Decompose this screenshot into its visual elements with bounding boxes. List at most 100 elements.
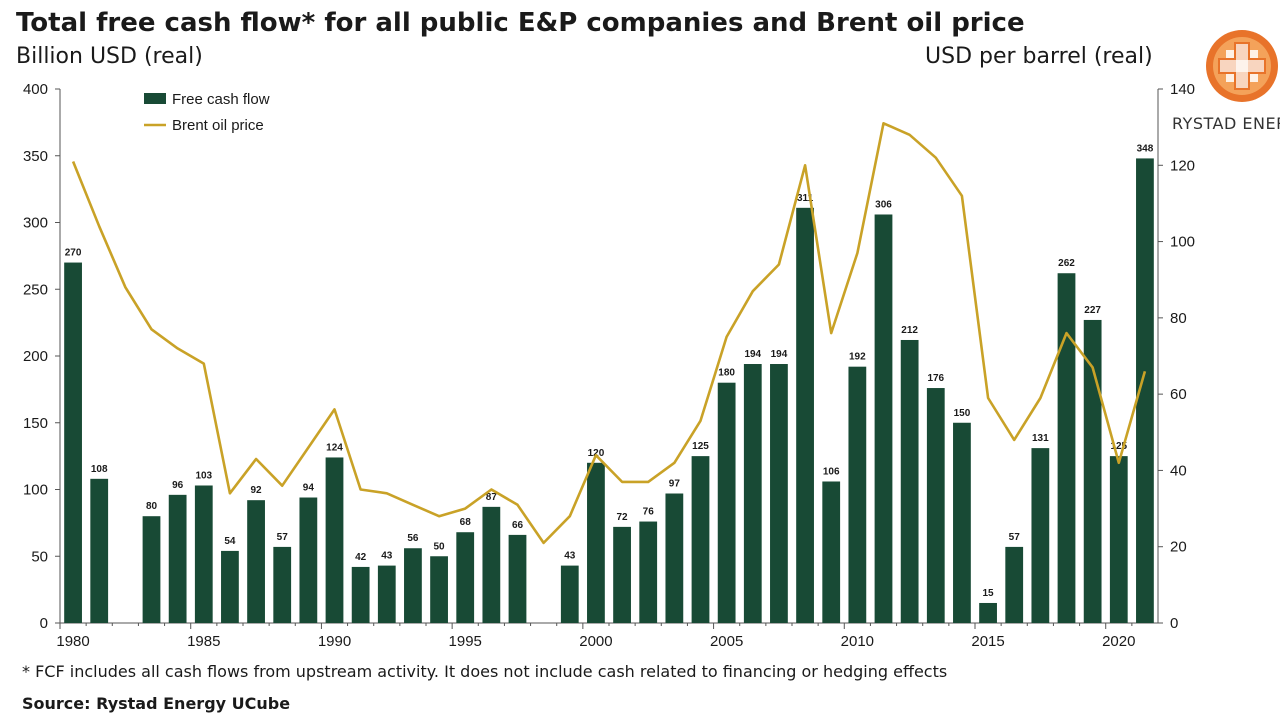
fcf-data-label: 180: [718, 368, 735, 379]
fcf-bar: [404, 548, 422, 623]
fcf-bar: [979, 602, 997, 623]
fcf-data-label: 108: [91, 464, 108, 475]
right-axis-unit: USD per barrel (real): [925, 44, 1153, 69]
x-tick-label: 1995: [449, 633, 482, 650]
fcf-data-label: 194: [744, 349, 761, 360]
fcf-bar: [796, 207, 814, 623]
fcf-data-label: 43: [381, 551, 393, 562]
right-y-tick-label: 120: [1170, 157, 1195, 174]
fcf-bar: [1083, 319, 1102, 623]
fcf-bar: [482, 506, 501, 623]
fcf-bar: [64, 262, 82, 623]
legend-label-brent: Brent oil price: [172, 117, 264, 134]
fcf-data-label: 57: [277, 532, 289, 543]
fcf-bar: [717, 382, 736, 623]
x-tick-label: 2005: [710, 633, 743, 650]
right-y-tick-label: 140: [1170, 81, 1195, 98]
fcf-data-label: 120: [588, 448, 605, 459]
fcf-bar: [273, 546, 292, 623]
fcf-data-label: 311: [797, 193, 814, 204]
fcf-data-label: 106: [823, 466, 840, 477]
fcf-data-label: 125: [692, 441, 709, 452]
fcf-data-label: 57: [1009, 532, 1021, 543]
fcf-bar: [900, 339, 919, 623]
fcf-bar: [953, 422, 971, 623]
fcf-data-label: 43: [564, 551, 576, 562]
fcf-bar: [456, 532, 475, 623]
fcf-bar: [874, 214, 893, 624]
left-y-tick-label: 50: [31, 548, 48, 565]
fcf-bar: [691, 456, 710, 623]
fcf-data-label: 76: [643, 507, 655, 518]
right-y-tick-label: 20: [1170, 539, 1187, 556]
fcf-data-label: 54: [224, 536, 236, 547]
right-y-tick-label: 80: [1170, 310, 1187, 327]
source-note: Source: Rystad Energy UCube: [22, 694, 291, 713]
fcf-bar: [194, 485, 213, 623]
fcf-data-label: 348: [1137, 143, 1154, 154]
fcf-data-label: 176: [927, 373, 944, 384]
left-axis-unit: Billion USD (real): [16, 44, 203, 69]
fcf-data-label: 306: [875, 199, 892, 210]
fcf-data-label: 227: [1084, 305, 1101, 316]
left-y-tick-label: 250: [23, 281, 48, 298]
fcf-bar: [926, 388, 945, 623]
fcf-bar: [299, 497, 318, 623]
x-tick-label: 2010: [841, 633, 874, 650]
fcf-data-label: 131: [1032, 433, 1049, 444]
fcf-bar: [325, 457, 344, 623]
fcf-data-label: 87: [486, 492, 498, 503]
fcf-bar: [848, 366, 867, 623]
fcf-data-label: 56: [407, 533, 419, 544]
fcf-bar: [1136, 158, 1154, 624]
fcf-bar: [508, 534, 527, 623]
right-y-tick-label: 100: [1170, 234, 1195, 251]
fcf-bar: [639, 521, 658, 623]
right-y-tick-label: 40: [1170, 462, 1187, 479]
left-y-tick-label: 200: [23, 348, 48, 365]
fcf-bar: [560, 565, 579, 623]
fcf-bar: [1005, 546, 1024, 623]
legend-swatch-fcf: [144, 93, 166, 104]
x-tick-label: 2000: [579, 633, 612, 650]
fcf-data-label: 212: [901, 325, 918, 336]
left-y-tick-label: 300: [23, 215, 48, 232]
fcf-data-label: 42: [355, 552, 367, 563]
fcf-data-label: 50: [434, 541, 446, 552]
fcf-bar: [168, 494, 187, 623]
legend-label-fcf: Free cash flow: [172, 91, 270, 108]
fcf-data-label: 262: [1058, 258, 1075, 269]
fcf-bar: [587, 462, 605, 623]
x-tick-label: 2015: [971, 633, 1004, 650]
chart-title: Total free cash flow* for all public E&P…: [16, 8, 1025, 38]
fcf-data-label: 97: [669, 479, 681, 490]
left-y-tick-label: 100: [23, 482, 48, 499]
brent-price-line: [71, 122, 1147, 545]
fcf-bar: [822, 481, 841, 623]
fcf-data-label: 270: [65, 248, 82, 259]
x-tick-label: 1980: [56, 633, 89, 650]
fcf-data-label: 96: [172, 480, 184, 491]
fcf-data-label: 72: [617, 512, 629, 523]
fcf-bar: [142, 516, 161, 623]
x-tick-label: 2020: [1102, 633, 1135, 650]
left-y-tick-label: 150: [23, 415, 48, 432]
fcf-data-label: 68: [460, 517, 472, 528]
fcf-bar: [247, 500, 265, 623]
rystad-logo-icon: [1206, 30, 1278, 102]
left-y-tick-label: 0: [40, 615, 48, 632]
left-y-tick-label: 400: [23, 81, 48, 98]
fcf-bar: [90, 478, 109, 623]
fcf-bar: [377, 565, 396, 623]
fcf-bar: [743, 364, 762, 623]
fcf-bar: [613, 526, 631, 623]
fcf-data-label: 66: [512, 520, 524, 531]
x-tick-label: 1985: [187, 633, 220, 650]
fcf-bar: [351, 566, 370, 623]
fcf-bar: [221, 550, 239, 623]
logo-text: RYSTAD ENERGY: [1172, 114, 1280, 133]
fcf-data-label: 80: [146, 501, 158, 512]
right-y-tick-label: 60: [1170, 386, 1187, 403]
fcf-data-label: 103: [195, 470, 212, 481]
footnote: * FCF includes all cash flows from upstr…: [22, 662, 948, 681]
